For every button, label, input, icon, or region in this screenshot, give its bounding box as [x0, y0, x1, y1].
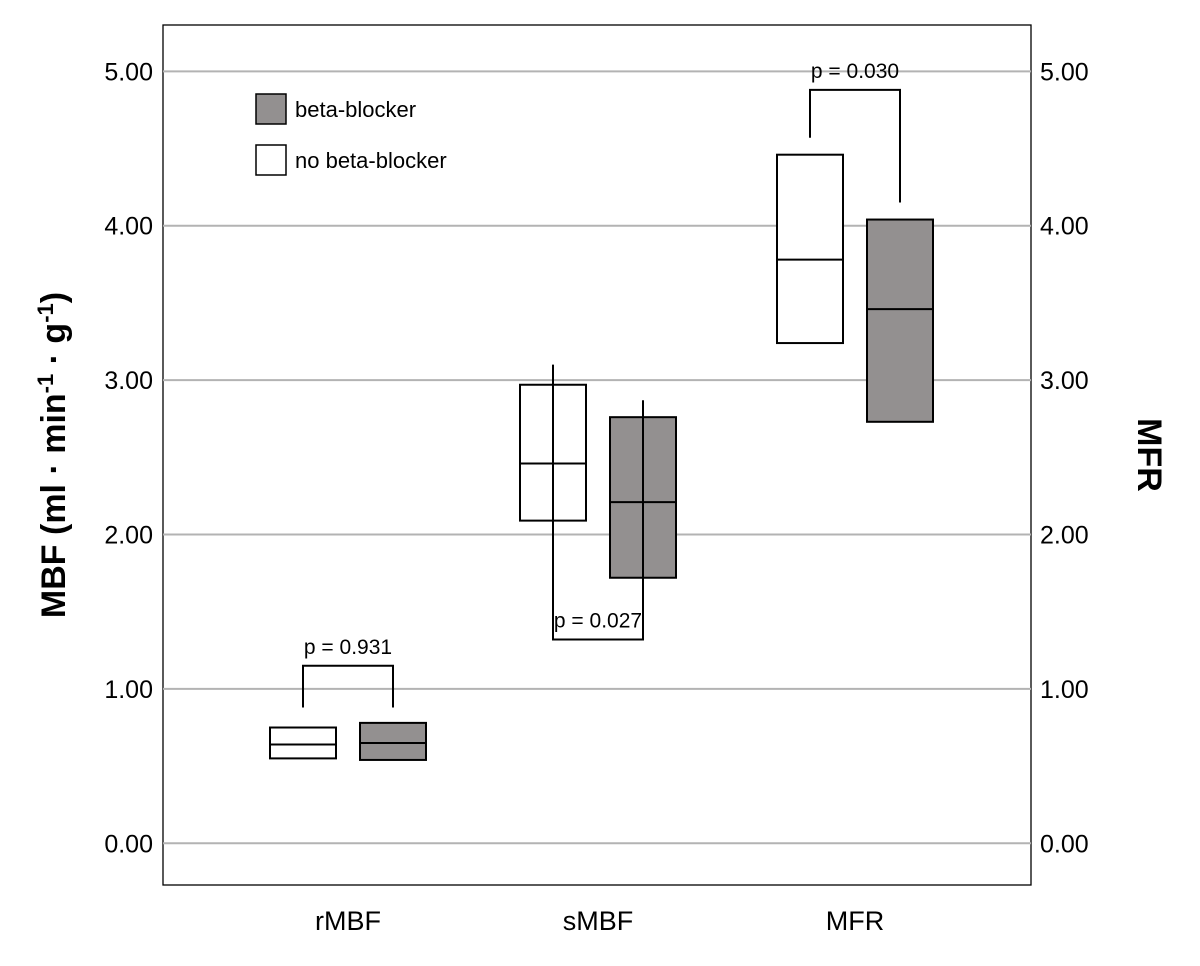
- x-category-label: MFR: [826, 906, 884, 936]
- y-tick-label-left: 5.00: [104, 58, 153, 86]
- y-tick-label-right: 4.00: [1040, 213, 1089, 241]
- p-value-label: p = 0.931: [304, 636, 392, 659]
- box-rMBF-no-beta-blocker: [269, 726, 337, 760]
- y-tick-label-left: 0.00: [104, 830, 153, 858]
- y-tick-label-right: 0.00: [1040, 830, 1089, 858]
- legend-label: no beta-blocker: [295, 148, 447, 173]
- significance-bracket: [809, 88, 901, 203]
- y-tick-label-left: 1.00: [104, 676, 153, 704]
- x-category-label: sMBF: [563, 906, 634, 936]
- legend-swatch: [255, 93, 287, 125]
- significance-bracket: [302, 664, 394, 708]
- box-MFR-no-beta-blocker: [776, 153, 844, 345]
- y-tick-label-right: 5.00: [1040, 58, 1089, 86]
- y-tick-label-left: 2.00: [104, 522, 153, 550]
- y-tick-label-left: 3.00: [104, 367, 153, 395]
- y-tick-label-left: 4.00: [104, 213, 153, 241]
- x-category-label: rMBF: [315, 906, 381, 936]
- y-tick-label-right: 2.00: [1040, 522, 1089, 550]
- significance-bracket: [552, 364, 644, 641]
- legend-label: beta-blocker: [295, 97, 416, 122]
- p-value-label: p = 0.027: [554, 610, 642, 633]
- legend-swatch: [255, 144, 287, 176]
- y2-axis-title: MFR: [1130, 418, 1168, 492]
- y-tick-label-right: 1.00: [1040, 676, 1089, 704]
- box-MFR-beta-blocker: [866, 218, 934, 423]
- y-tick-label-right: 3.00: [1040, 367, 1089, 395]
- y-axis-title: MBF (ml · min-1 · g-1): [33, 292, 74, 618]
- box-rMBF-beta-blocker: [359, 721, 427, 761]
- p-value-label: p = 0.030: [811, 60, 899, 83]
